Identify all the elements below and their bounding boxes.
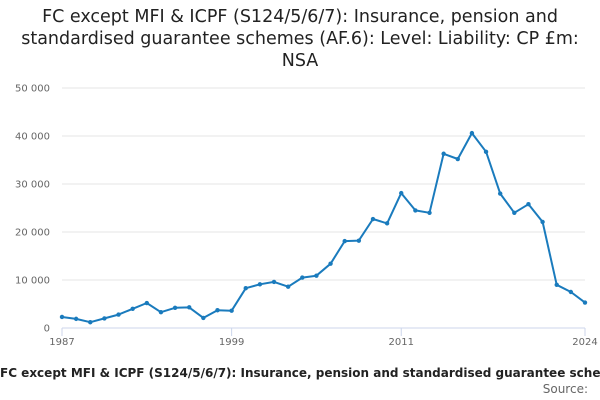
x-tick-label: 1987 (49, 337, 74, 348)
data-point[interactable] (88, 320, 93, 325)
data-point[interactable] (526, 201, 531, 207)
data-point[interactable] (243, 285, 248, 291)
data-point[interactable] (512, 210, 517, 215)
data-point[interactable] (314, 273, 319, 278)
series-layer (59, 130, 588, 325)
data-point[interactable] (455, 156, 460, 162)
data-point[interactable] (201, 315, 206, 321)
data-point[interactable] (73, 316, 79, 322)
x-tick-label: 2011 (389, 337, 414, 348)
data-point[interactable] (370, 216, 376, 222)
data-point[interactable] (483, 149, 489, 155)
x-tick-labels: 1987 1999 2011 2024 (49, 337, 597, 348)
y-tick-label: 10 000 (15, 276, 50, 287)
y-tick-label: 40 000 (15, 132, 50, 143)
data-point[interactable] (568, 289, 574, 295)
x-tick-label: 1999 (219, 337, 244, 348)
y-tick-labels: 0 10 000 20 000 30 000 40 000 50 000 (15, 84, 50, 335)
data-point[interactable] (59, 314, 65, 320)
data-point[interactable] (328, 261, 333, 266)
grid-layer (62, 87, 585, 281)
data-point[interactable] (554, 282, 559, 287)
data-point[interactable] (257, 282, 263, 287)
y-tick-label: 30 000 (15, 180, 50, 191)
data-point[interactable] (342, 238, 347, 244)
data-point[interactable] (540, 219, 545, 225)
y-tick-label: 50 000 (15, 84, 50, 95)
y-tick-label: 20 000 (15, 228, 50, 239)
data-point[interactable] (158, 309, 164, 315)
y-tick-label: 0 (44, 324, 50, 335)
data-point[interactable] (271, 279, 277, 285)
data-point[interactable] (144, 300, 150, 306)
x-axis-label: FC except MFI & ICPF (S124/5/6/7): Insur… (0, 366, 600, 380)
data-point[interactable] (384, 221, 390, 226)
data-point[interactable] (469, 130, 475, 136)
data-point[interactable] (130, 306, 135, 311)
data-point[interactable] (413, 208, 418, 213)
data-point[interactable] (229, 308, 234, 313)
data-point[interactable] (497, 191, 503, 196)
data-point[interactable] (116, 312, 121, 317)
chart-title: FC except MFI & ICPF (S124/5/6/7): Insur… (21, 7, 579, 71)
axis-layer (61, 327, 586, 336)
data-point[interactable] (215, 308, 220, 313)
data-point[interactable] (187, 305, 192, 310)
series-line (61, 132, 586, 324)
data-point[interactable] (285, 284, 291, 289)
data-point[interactable] (582, 300, 588, 305)
data-point[interactable] (356, 238, 362, 243)
data-point[interactable] (300, 275, 305, 280)
data-point[interactable] (172, 305, 178, 311)
source-label: Source: (542, 382, 588, 396)
data-point[interactable] (102, 316, 107, 321)
data-point[interactable] (399, 190, 404, 196)
data-point[interactable] (427, 210, 432, 215)
x-tick-label: 2024 (572, 337, 597, 348)
data-point[interactable] (441, 151, 446, 156)
